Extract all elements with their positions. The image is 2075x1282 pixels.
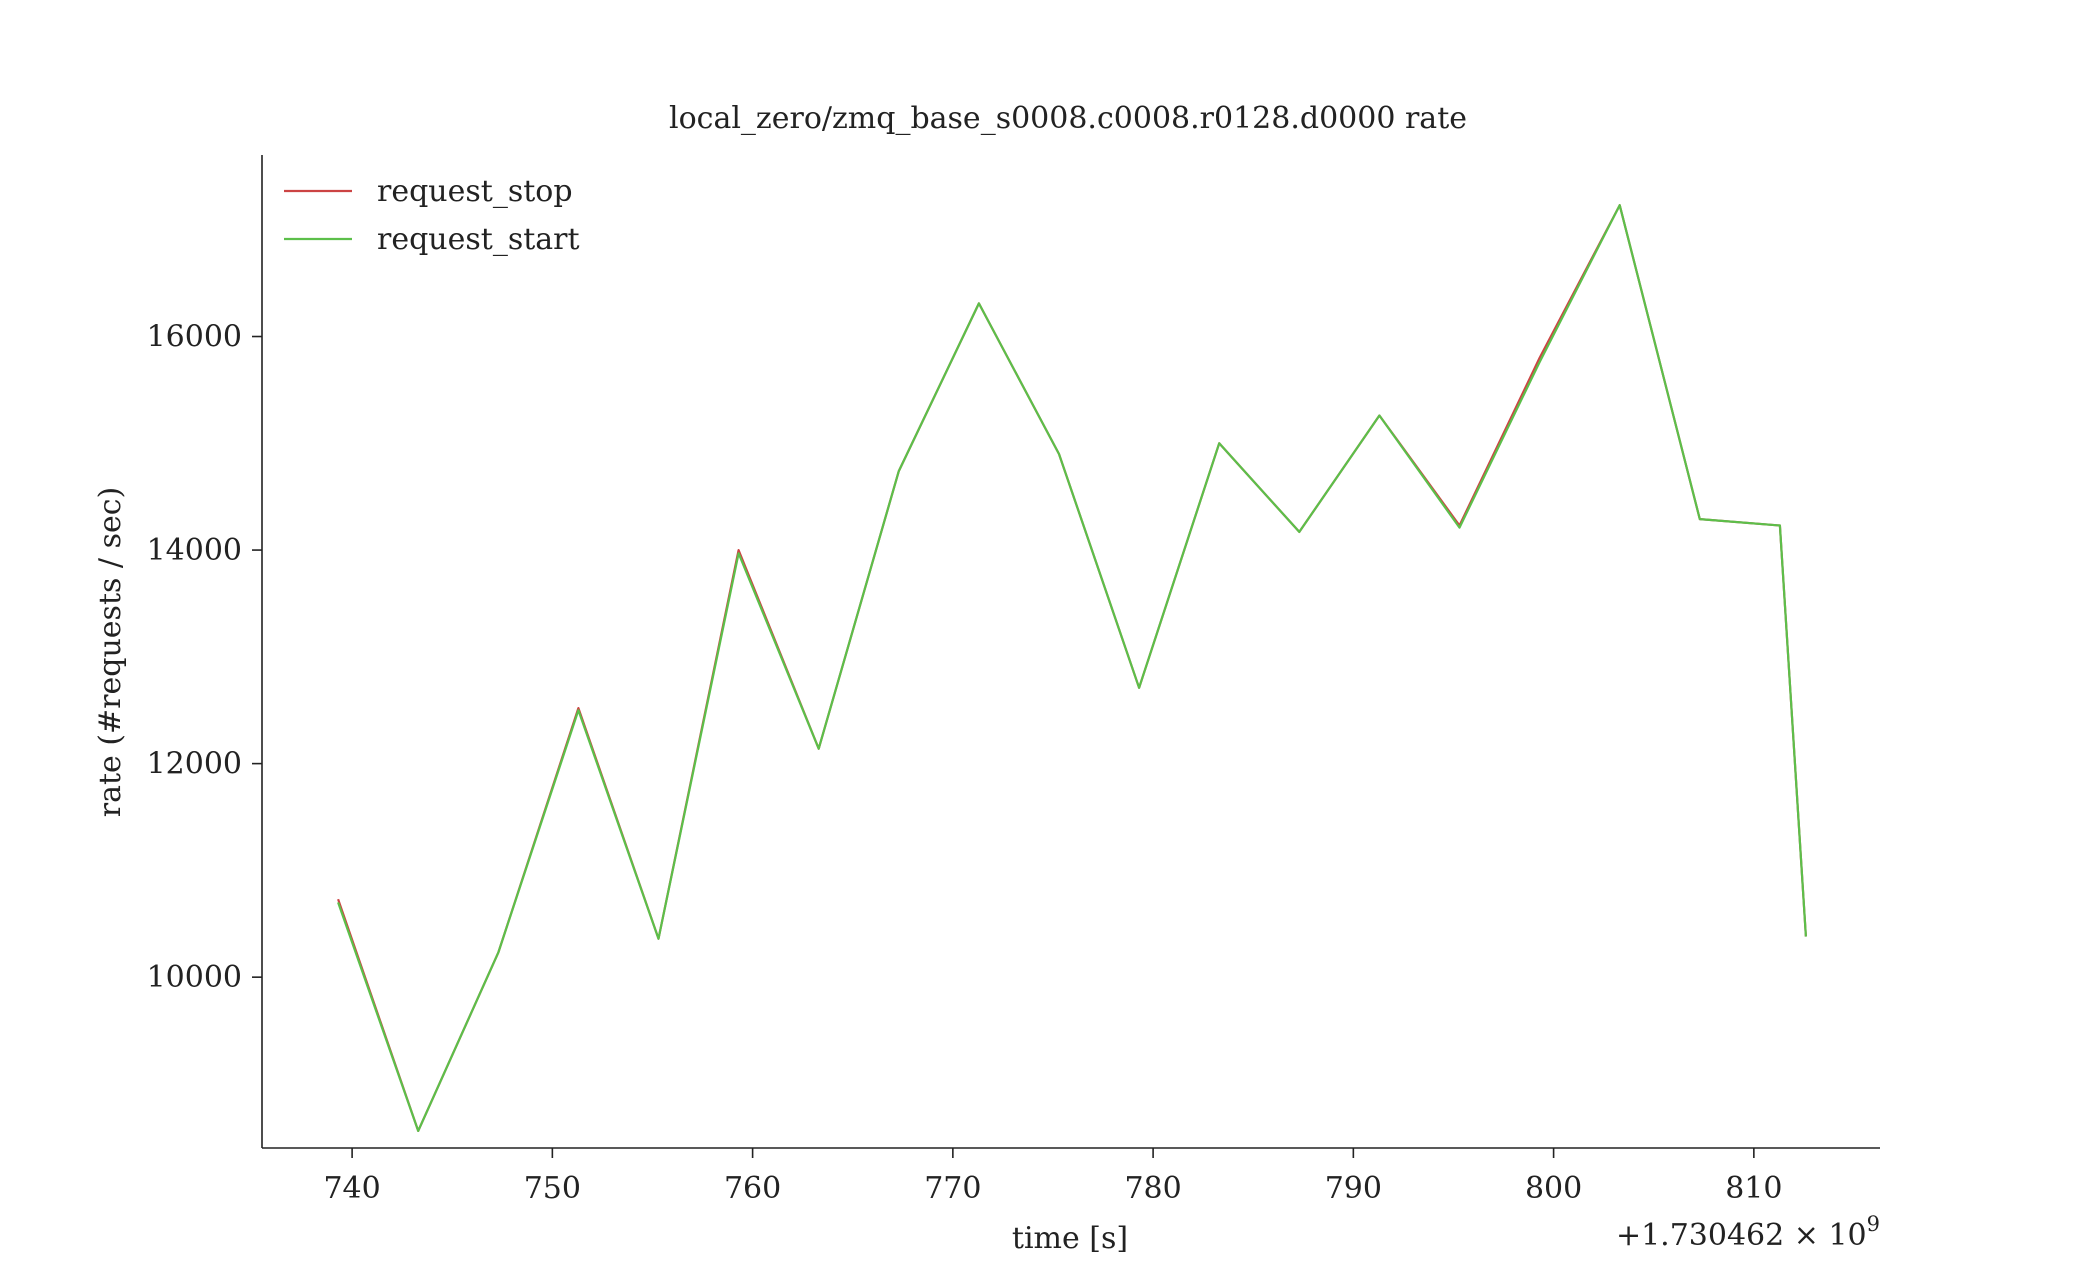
- y-tick-label: 12000: [147, 747, 242, 782]
- y-tick-label: 10000: [147, 960, 242, 995]
- x-tick-label: 750: [524, 1171, 581, 1206]
- axes: [261, 155, 1880, 1149]
- legend: request_stop request_start: [284, 174, 580, 257]
- y-tick-label: 16000: [147, 320, 242, 355]
- legend-label-request-stop: request_stop: [377, 174, 573, 209]
- x-tick-label: 780: [1124, 1171, 1181, 1206]
- chart-title: local_zero/zmq_base_s0008.c0008.r0128.d0…: [669, 101, 1467, 136]
- x-axis-offset-mantissa: +1.730462 × 10: [1616, 1218, 1867, 1253]
- series-line-request-stop: [337, 204, 1807, 1133]
- y-axis-label: rate (#requests / sec): [93, 487, 128, 817]
- y-tick-label: 14000: [147, 533, 242, 568]
- y-ticks: 10000 12000 14000 16000: [147, 320, 262, 995]
- x-tick-label: 800: [1525, 1171, 1582, 1206]
- legend-label-request-start: request_start: [377, 222, 580, 257]
- x-axis-label: time [s]: [1012, 1221, 1128, 1256]
- x-tick-label: 760: [724, 1171, 781, 1206]
- x-ticks: 740 750 760 770 780 790 800 810: [323, 1148, 1782, 1206]
- x-axis-offset-label: +1.730462 × 109: [1616, 1212, 1880, 1253]
- series-lines: [337, 204, 1807, 1133]
- x-tick-label: 810: [1725, 1171, 1782, 1206]
- series-line-request-start: [337, 204, 1807, 1133]
- x-tick-label: 790: [1325, 1171, 1382, 1206]
- x-axis-offset-exponent: 9: [1867, 1212, 1880, 1236]
- x-tick-label: 770: [924, 1171, 981, 1206]
- x-tick-label: 740: [323, 1171, 380, 1206]
